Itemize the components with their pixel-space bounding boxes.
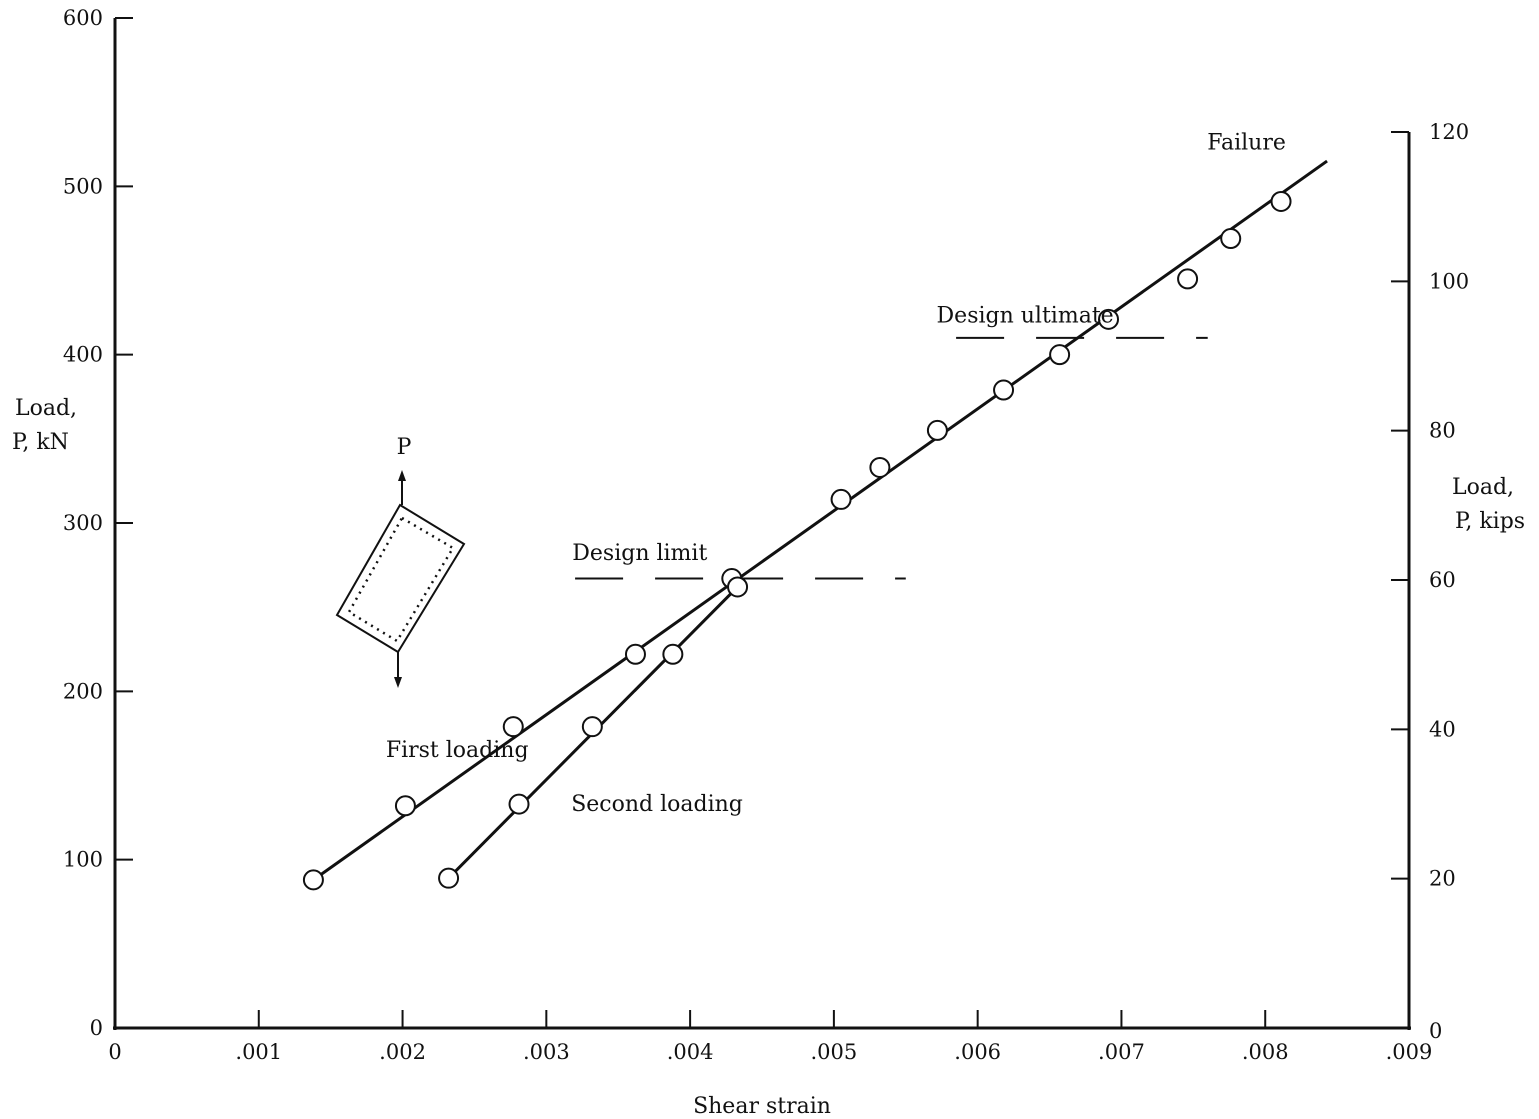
y-left-tick-label: 200 <box>63 679 103 703</box>
x-tick-label: .005 <box>811 1040 858 1064</box>
labels-group: 0.001.002.003.004.005.006.007.008.009010… <box>12 6 1525 1119</box>
y-right-axis-title-line1: Load, <box>1452 475 1514 500</box>
y-right-tick-label: 80 <box>1429 419 1456 443</box>
data-point-second-loading <box>662 643 684 665</box>
data-point-first-loading <box>1098 308 1120 330</box>
x-tick-label: .006 <box>954 1040 1001 1064</box>
x-tick-label: .002 <box>379 1040 426 1064</box>
data-point-second-loading <box>727 576 749 598</box>
y-right-tick-label: 20 <box>1429 867 1456 891</box>
data-point-first-loading <box>1270 190 1292 212</box>
data-point-first-loading <box>502 716 524 738</box>
annotation-second-loading: Second loading <box>571 792 743 817</box>
y-right-axis-title-line2: P, kips <box>1455 509 1525 534</box>
y-right-tick-label: 120 <box>1429 120 1469 144</box>
data-point-first-loading <box>993 379 1015 401</box>
data-points-group <box>302 190 1292 891</box>
data-point-second-loading <box>581 716 603 738</box>
x-tick-label: .008 <box>1242 1040 1289 1064</box>
annotation-failure: Failure <box>1207 130 1286 155</box>
annotation-p: P <box>397 435 412 460</box>
data-point-first-loading <box>1049 344 1071 366</box>
fit-lines-group <box>312 159 1328 882</box>
arrowhead-down-icon <box>394 677 402 688</box>
data-point-second-loading <box>438 867 460 889</box>
x-tick-label: .001 <box>235 1040 282 1064</box>
x-axis-title: Shear strain <box>693 1094 831 1119</box>
x-tick-label: .004 <box>667 1040 714 1064</box>
y-right-tick-label: 0 <box>1429 1019 1442 1043</box>
x-tick-label: .003 <box>523 1040 570 1064</box>
x-tick-label: .007 <box>1098 1040 1145 1064</box>
axes-group <box>113 17 1411 1030</box>
annotation-first-loading: First loading <box>386 738 529 763</box>
specimen-inner-dotted <box>347 516 455 643</box>
x-tick-label: 0 <box>108 1040 121 1064</box>
y-left-tick-label: 100 <box>63 848 103 872</box>
y-right-tick-label: 100 <box>1429 269 1469 293</box>
annotation-design-ultimate: Design ultimate <box>937 304 1114 329</box>
specimen-diagram <box>335 470 466 688</box>
data-point-first-loading <box>869 456 891 478</box>
y-left-tick-label: 500 <box>63 174 103 198</box>
y-left-tick-label: 600 <box>63 6 103 30</box>
y-left-tick-label: 400 <box>63 343 103 367</box>
data-point-first-loading <box>1220 228 1242 250</box>
data-point-first-loading <box>302 869 324 891</box>
data-point-second-loading <box>508 793 530 815</box>
y-left-tick-label: 300 <box>63 511 103 535</box>
data-point-first-loading <box>394 795 416 817</box>
x-tick-label: .009 <box>1386 1040 1433 1064</box>
annotation-design-limit: Design limit <box>572 541 707 566</box>
y-right-tick-label: 40 <box>1429 717 1456 741</box>
y-left-axis-title-line1: Load, <box>15 396 77 421</box>
y-left-axis-title-line2: P, kN <box>12 430 69 455</box>
fit-line-first-loading <box>312 159 1328 882</box>
data-point-first-loading <box>830 488 852 510</box>
data-point-first-loading <box>1177 268 1199 290</box>
y-right-tick-label: 60 <box>1429 568 1456 592</box>
arrowhead-up-icon <box>398 470 406 481</box>
y-left-tick-label: 0 <box>90 1016 103 1040</box>
data-point-first-loading <box>926 419 948 441</box>
data-point-first-loading <box>624 643 646 665</box>
specimen-outline <box>335 503 466 654</box>
